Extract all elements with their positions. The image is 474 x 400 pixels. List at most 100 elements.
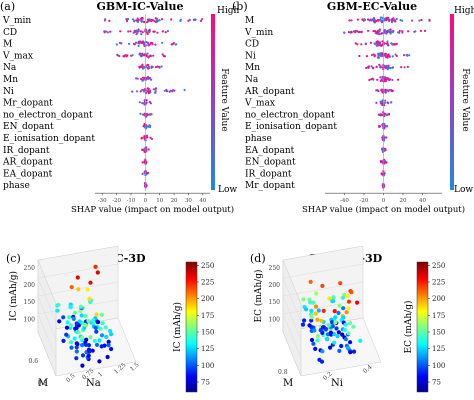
shap-point [408,54,411,57]
shap-point [381,16,384,19]
feature-label: E_ionisation_dopant [3,134,95,144]
feature-label: Ni [3,87,14,97]
x-tick-label: 20 [171,198,178,204]
shap-point [146,55,150,58]
shap-point [156,65,159,68]
shap-point [384,31,387,34]
shap-point [141,102,144,105]
scatter-point [65,320,70,325]
scatter-point [340,295,345,300]
shap-point [131,18,135,21]
shap-point [390,30,393,34]
scatter-point [313,311,318,316]
shap-point [385,136,388,139]
shap-point [147,125,150,128]
shap-point [139,112,142,115]
colorbar-tick-label: 150 [201,329,214,337]
x-tick-label: 0 [144,198,148,204]
z-tick-label: 250 [24,265,36,272]
shap-point [125,18,128,21]
colorbar-c [185,261,198,393]
shap-point [395,17,398,21]
colorbar-a [211,14,215,190]
scatter-point [339,343,344,349]
shap-point [378,41,381,44]
shap-point [393,19,396,22]
x-tick-label: 40 [199,198,206,204]
scatter-point [334,326,339,331]
scatter-point [346,345,351,350]
colorbar-tick-label: 100 [201,362,214,370]
scatter-point [68,304,73,309]
feature-label: CD [3,28,17,38]
shap-point [137,28,140,31]
shap-point [386,55,389,58]
shap-point [420,18,423,22]
shap-point [379,52,382,55]
z-axis-label: EC (mAh/g) [253,270,264,323]
shap-point [201,18,204,21]
x-tick-label: 1.5 [129,361,141,373]
scatter-point [74,349,79,354]
shap-point [193,18,197,22]
shap-point [172,41,175,45]
feature-label: V_max [244,99,275,109]
scatter-point [84,337,89,342]
beeswarm-points-a [103,16,204,189]
shap-point [135,33,138,36]
x-tick-label: 10 [156,198,163,204]
scatter-point [94,312,99,317]
panel-a: (a) GBM-IC-Value V_min CD MV_max Na Mn Ni Mr_d… [0,0,239,215]
colorbar-tick-label: 150 [432,329,445,337]
scatter-point [346,299,352,304]
shap-point [365,66,368,69]
shap-point [387,44,390,47]
shap-point [138,66,141,69]
grid-line [282,277,302,323]
shap-point [370,53,373,57]
shap-point [350,19,353,22]
shap-point [367,66,370,69]
shap-point [360,43,363,46]
x-axis-label-a: SHAP value (impact on model output) [71,204,234,215]
shap-point [350,31,353,34]
scatter-point [69,285,74,290]
shap-point [385,161,388,164]
scatter-point [97,338,102,343]
shap-point [371,18,374,21]
scatter-point [99,333,105,338]
shap-point [364,42,367,45]
shap-point [147,44,150,47]
colorbar-tick-label: 225 [432,279,445,287]
scatter-point [301,297,306,302]
shap-point [140,78,143,81]
scatter-point [88,280,93,285]
shap-point [103,19,106,22]
shap-point [145,102,148,105]
shap-point [388,78,391,81]
feature-label: Na [3,63,17,73]
shap-point [154,66,157,69]
shap-point [164,31,167,34]
feature-label: Mr_dopant [245,181,295,191]
feature-labels-a: V_min CD MV_max Na Mn Ni Mr_dopantno_electron_… [2,16,95,191]
shap-point [128,42,131,46]
shap-point [145,126,148,129]
scatter-point [328,345,333,350]
shap-point [373,21,376,24]
shap-point [105,30,108,33]
scatter-point [106,343,111,348]
scatter-point [95,270,100,275]
shap-point [386,77,389,80]
grid-line [37,295,57,341]
shap-point [142,78,145,82]
scatter-point [347,321,353,326]
grid-line [37,277,57,323]
shap-point [152,54,155,57]
shap-point [389,89,392,92]
scatter-point [338,281,343,286]
shap-point [140,20,143,23]
shap-point [376,78,379,81]
